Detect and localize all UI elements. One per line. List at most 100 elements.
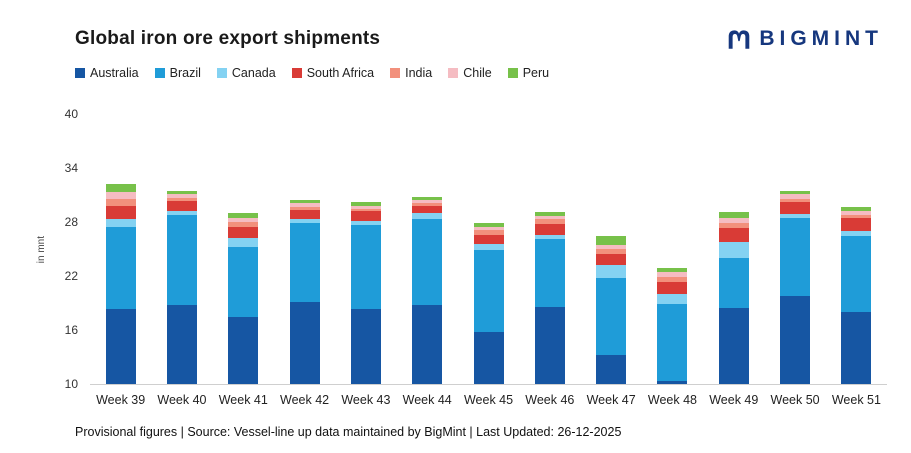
segment-south-africa [473,234,504,244]
y-axis-title: in mnt [35,235,47,264]
segment-chile [412,200,443,204]
legend-label: Canada [231,66,276,80]
segment-australia [166,304,197,384]
segment-australia [289,302,320,384]
bar-column: Week 51 [826,114,887,407]
bigmint-logo: BIGMINT [726,26,883,52]
segment-chile [350,205,381,209]
segment-peru [166,191,197,195]
legend-item-india: India [390,66,432,80]
legend-item-australia: Australia [75,66,139,80]
segment-brazil [718,258,749,308]
bar-column: Week 40 [151,114,212,407]
segment-brazil [473,249,504,332]
segment-south-africa [718,228,749,242]
segment-south-africa [596,254,627,266]
segment-chile [780,194,811,199]
segment-chile [166,194,197,198]
y-tick-label: 22 [64,269,78,283]
segment-brazil [105,226,136,310]
segment-india [105,198,136,206]
segment-india [412,203,443,206]
segment-south-africa [350,211,381,222]
segment-peru [780,190,811,195]
legend-label: Brazil [169,66,201,80]
segment-india [657,276,688,283]
segment-peru [105,184,136,193]
x-tick-label: Week 47 [586,393,636,407]
segment-chile [228,217,259,223]
segment-australia [596,355,627,384]
bar-column: Week 50 [764,114,825,407]
x-tick-label: Week 46 [525,393,575,407]
segment-south-africa [228,226,259,239]
segment-australia [780,295,811,384]
segment-chile [841,211,872,215]
segment-peru [289,199,320,204]
segment-india [289,206,320,211]
bar-column: Week 46 [519,114,580,407]
segment-australia [657,381,688,384]
bar-column: Week 42 [274,114,335,407]
x-tick-label: Week 50 [770,393,820,407]
legend-swatch [75,68,85,78]
segment-brazil [534,239,565,307]
segment-canada [841,231,872,236]
legend-item-brazil: Brazil [154,66,201,80]
segment-brazil [657,303,688,382]
y-axis: 10 16 22 28 34 40 [52,107,90,391]
segment-south-africa [166,201,197,212]
segment-brazil [780,217,811,296]
stacked-bar-week-50 [780,190,811,384]
segment-australia [105,309,136,384]
segment-canada [228,238,259,248]
segment-brazil [596,277,627,356]
legend-label: India [405,66,433,80]
x-tick-label: Week 43 [341,393,391,407]
legend-label: Peru [522,66,550,80]
segment-india [780,198,811,203]
segment-brazil [289,222,320,303]
segment-peru [596,235,627,245]
legend-swatch [216,68,227,78]
bar-column: Week 48 [642,114,703,407]
segment-india [350,208,381,212]
segment-peru [841,206,872,212]
segment-chile [534,215,565,220]
segment-australia [228,317,259,384]
segment-chile [657,272,688,277]
plot-area: Week 39 Week 40 Week 41 Week 42 Week 43 Week … [90,114,887,407]
segment-australia [412,304,443,384]
segment-chile [473,226,504,231]
segment-brazil [350,224,381,310]
segment-peru [657,267,688,273]
segment-india [841,214,872,219]
legend-label: Australia [90,66,139,80]
bar-column: Week 43 [335,114,396,407]
x-tick-label: Week 40 [157,393,207,407]
segment-brazil [228,247,259,318]
x-tick-label: Week 49 [709,393,759,407]
segment-canada [780,213,811,218]
segment-south-africa [841,218,872,231]
x-tick-label: Week 48 [647,393,698,407]
segment-india [473,230,504,235]
segment-india [534,219,565,224]
y-tick-label: 10 [64,377,78,391]
segment-chile [718,217,749,223]
segment-canada [350,221,381,225]
segment-australia [718,307,749,384]
legend-label: Chile [463,66,492,80]
bar-column: Week 47 [581,114,642,407]
y-tick-label: 34 [64,161,78,175]
segment-canada [289,219,320,223]
segment-canada [105,219,136,227]
y-tick-label: 28 [64,215,78,229]
segment-canada [596,265,627,278]
source-note: Provisional figures | Source: Vessel-lin… [75,425,622,439]
bar-column: Week 39 [90,114,151,407]
segment-peru [534,212,565,216]
y-tick-label: 40 [64,107,78,121]
segment-canada [473,243,504,250]
stacked-bar-week-40 [166,191,197,384]
